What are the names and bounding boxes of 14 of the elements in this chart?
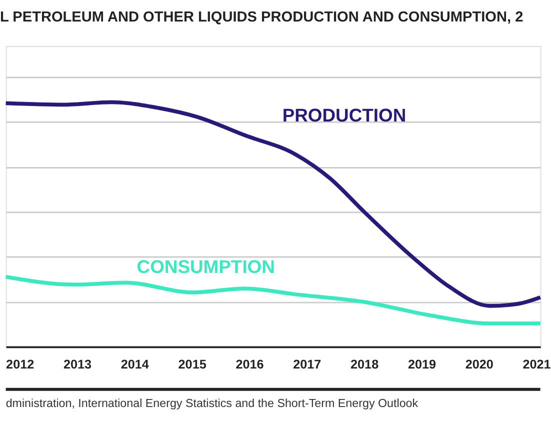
x-tick-label: 2019	[408, 358, 436, 372]
x-tick-label: 2012	[6, 358, 34, 372]
x-tick-label: 2015	[178, 358, 206, 372]
x-tick-label: 2021	[522, 358, 551, 372]
x-tick-label: 2020	[465, 358, 494, 372]
series-label: CONSUMPTION	[136, 256, 275, 277]
series-label: PRODUCTION	[282, 104, 406, 126]
x-tick-label: 2016	[236, 358, 264, 372]
x-tick-label: 2018	[350, 358, 379, 372]
x-tick-label: 2017	[293, 358, 322, 372]
x-tick-label: 2013	[63, 358, 92, 372]
chart-title: L PETROLEUM AND OTHER LIQUIDS PRODUCTION AND CONSUMPTION, 2	[0, 10, 524, 26]
text: dministration, International Energy Statistics and the Short-Term Energy Outlook	[6, 396, 418, 410]
x-tick-label: 2014	[120, 358, 149, 372]
